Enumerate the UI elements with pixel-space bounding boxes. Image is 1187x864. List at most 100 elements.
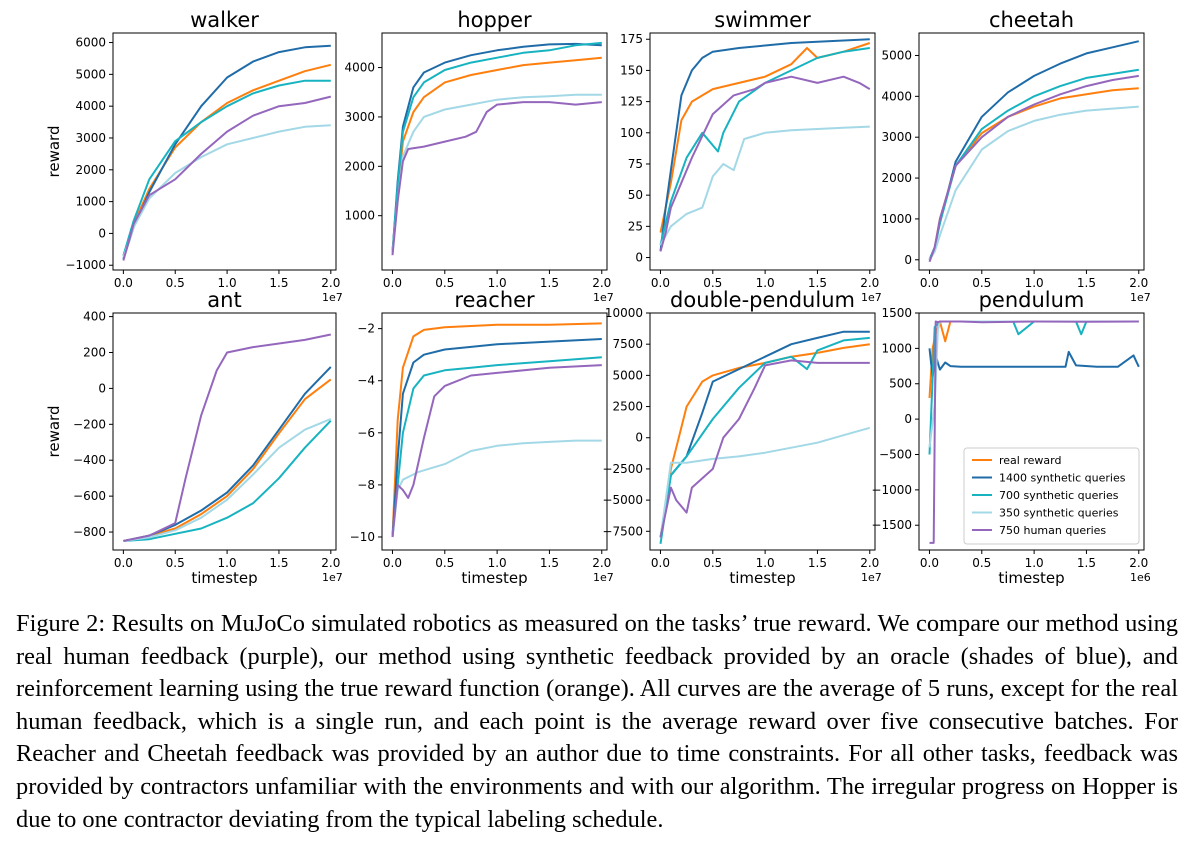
x-tick-label: 1.0: [488, 276, 507, 290]
x-tick-label: 0.5: [703, 276, 722, 290]
y-tick-label: 125: [620, 95, 643, 109]
legend-label: 750 human queries: [999, 524, 1106, 537]
y-tick-label: 10000: [605, 306, 643, 320]
x-tick-label: 0.0: [651, 276, 670, 290]
series-line: [391, 364, 602, 538]
series-line: [659, 47, 870, 246]
series-line: [928, 74, 1139, 263]
y-tick-label: 0: [98, 226, 106, 240]
x-tick-label: 1.5: [808, 556, 827, 570]
x-tick-label: 2.0: [860, 556, 879, 570]
legend-label: 350 synthetic queries: [999, 507, 1119, 520]
x-tick-label: 1.5: [540, 276, 559, 290]
axes-frame: [381, 32, 608, 271]
y-tick-label: 0: [635, 431, 643, 445]
x-offset-label: 1e7: [593, 571, 614, 584]
axes-frame: [918, 32, 1145, 271]
series-line: [659, 125, 870, 246]
panel-title: double-pendulum: [670, 288, 855, 312]
series-line: [659, 426, 871, 538]
axes-frame: [649, 312, 876, 551]
series-group: [928, 40, 1140, 263]
series-line: [928, 105, 1139, 261]
y-tick-label: 100: [620, 126, 643, 140]
y-tick-label: 75: [628, 157, 643, 171]
series-line: [391, 322, 602, 538]
series-line: [391, 93, 602, 253]
x-offset-label: 1e7: [322, 571, 343, 584]
x-tick-label: 2.0: [1129, 276, 1148, 290]
y-tick-label: 150: [620, 63, 643, 77]
y-tick-label: 5000: [612, 368, 643, 382]
x-tick-label: 2.0: [592, 276, 611, 290]
y-tick-label: −2: [357, 322, 375, 336]
x-axis-label: timestep: [461, 569, 527, 587]
series-line: [123, 333, 332, 542]
series-line: [928, 87, 1139, 261]
y-tick-label: −1000: [65, 258, 106, 272]
x-tick-label: 0.0: [114, 276, 133, 290]
series-line: [122, 95, 332, 261]
y-tick-label: 3000: [881, 130, 912, 144]
x-tick-label: 1.5: [269, 556, 288, 570]
x-tick-label: 1.5: [1077, 556, 1096, 570]
x-tick-label: 0.0: [920, 276, 939, 290]
axes-frame: [918, 312, 1145, 551]
y-tick-label: 500: [889, 377, 912, 391]
legend-label: 1400 synthetic queries: [999, 472, 1126, 485]
y-tick-label: 2500: [612, 400, 643, 414]
axes-frame: [112, 32, 337, 271]
y-tick-label: −600: [73, 489, 106, 503]
y-tick-label: −4: [357, 374, 375, 388]
legend-box: [963, 447, 1140, 545]
series-line: [659, 359, 870, 538]
series-line: [929, 320, 1139, 544]
y-tick-label: 400: [83, 310, 106, 324]
x-tick-label: 0.5: [435, 276, 454, 290]
y-tick-label: 1000: [344, 209, 375, 223]
x-tick-label: 0.5: [166, 276, 185, 290]
x-tick-label: 1.5: [808, 276, 827, 290]
series-group: [659, 330, 871, 544]
y-tick-label: 4000: [75, 99, 106, 113]
x-tick-label: 1.0: [756, 556, 775, 570]
y-tick-label: 4000: [881, 89, 912, 103]
y-tick-label: 2000: [344, 159, 375, 173]
x-tick-label: 1.5: [269, 276, 288, 290]
series-line: [391, 56, 602, 251]
axes-frame: [381, 312, 608, 551]
y-tick-label: 1000: [75, 195, 106, 209]
x-offset-label: 1e7: [593, 291, 614, 304]
x-axis-label: timestep: [998, 569, 1064, 587]
x-tick-label: 1.5: [1077, 276, 1096, 290]
panel-title: cheetah: [989, 8, 1074, 32]
y-tick-label: 5000: [881, 48, 912, 62]
y-tick-label: −10: [350, 530, 375, 544]
y-tick-label: −5000: [602, 493, 643, 507]
y-tick-label: −1500: [871, 518, 912, 532]
series-line: [928, 320, 1139, 455]
x-offset-label: 1e7: [861, 571, 882, 584]
x-tick-label: 0.5: [972, 276, 991, 290]
legend: real reward 1400 synthetic queries 700 syn…: [963, 447, 1140, 545]
x-tick-label: 0.5: [435, 556, 454, 570]
series-line: [122, 63, 332, 257]
y-tick-label: 25: [628, 219, 643, 233]
panel-title: hopper: [457, 8, 532, 32]
x-tick-label: 1.0: [218, 556, 237, 570]
y-tick-label: 2000: [881, 171, 912, 185]
panel-title: walker: [190, 8, 259, 32]
y-tick-label: 2000: [75, 163, 106, 177]
series-line: [928, 320, 1139, 398]
x-tick-label: 2.0: [321, 276, 340, 290]
series-line: [659, 75, 871, 252]
x-tick-label: 0.5: [972, 556, 991, 570]
series-line: [122, 79, 331, 256]
series-line: [391, 42, 602, 253]
y-tick-label: −500: [879, 447, 912, 461]
x-tick-label: 0.0: [651, 556, 670, 570]
